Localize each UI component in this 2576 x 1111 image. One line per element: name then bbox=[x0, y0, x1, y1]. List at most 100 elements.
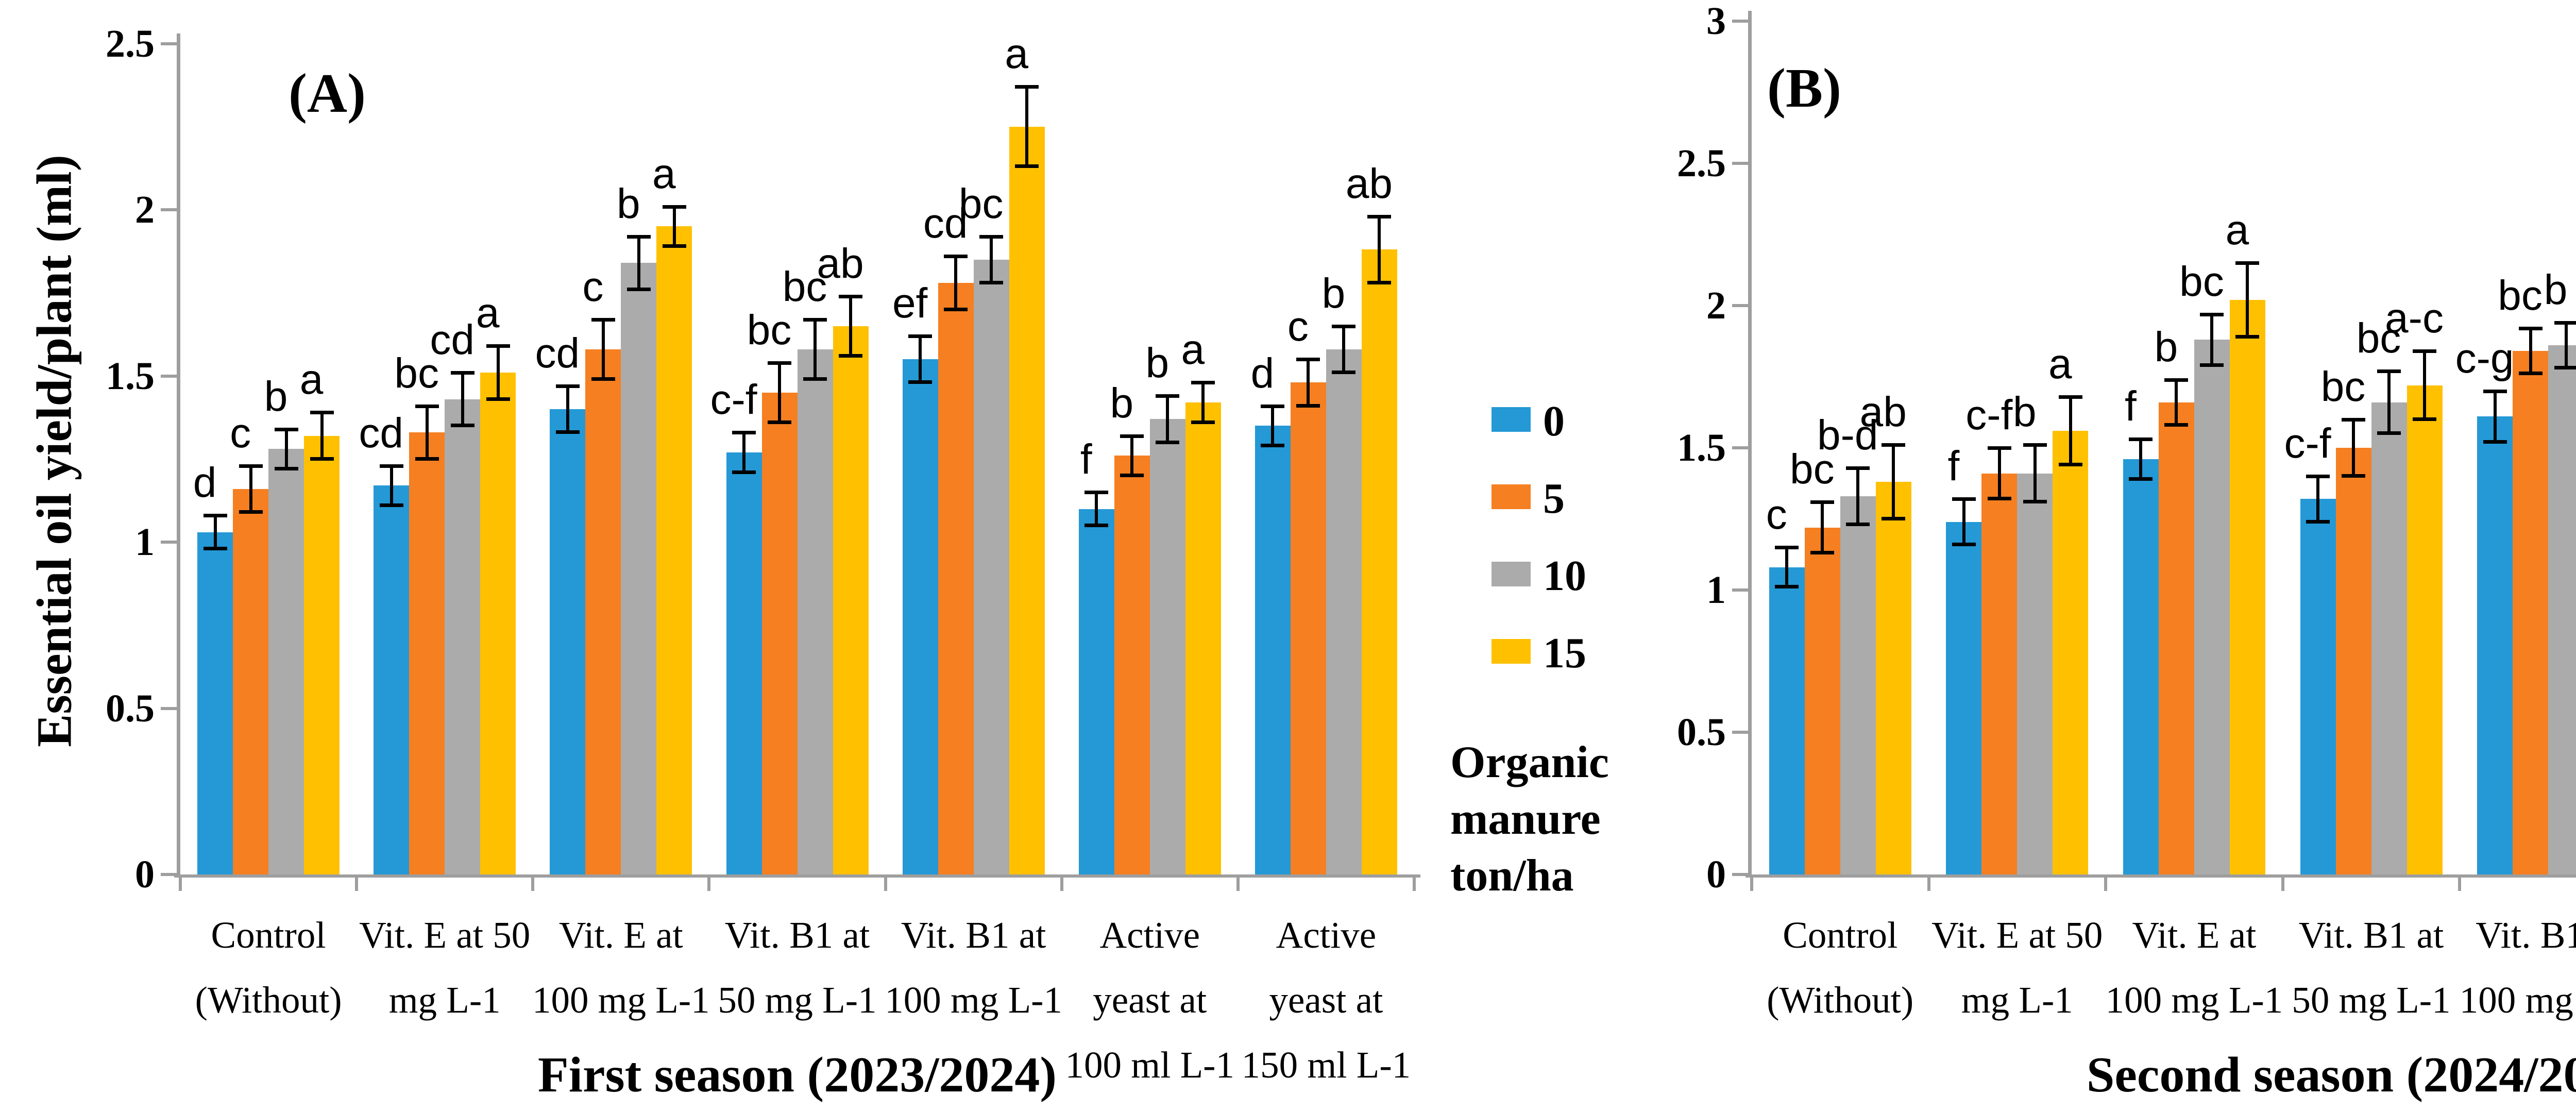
error-bar-cap-top bbox=[1296, 358, 1320, 362]
category-label-line: Vit. E at bbox=[558, 914, 683, 956]
error-bar-line bbox=[1130, 435, 1134, 476]
significance-letter: cd bbox=[535, 329, 580, 377]
bar bbox=[1009, 126, 1045, 874]
error-bar-cap-bottom bbox=[979, 280, 1004, 284]
x-tick bbox=[1413, 874, 1416, 891]
bar bbox=[480, 373, 516, 874]
legend-label: 10 bbox=[1543, 552, 1586, 600]
y-tick-label: 2.5 bbox=[1677, 142, 1726, 185]
error-bar-line bbox=[1095, 492, 1098, 526]
y-tick-label: 1.5 bbox=[1677, 426, 1726, 469]
error-bar-cap-top bbox=[1952, 497, 1976, 501]
error-bar-cap-bottom bbox=[310, 457, 334, 461]
error-bar-cap-bottom bbox=[1156, 440, 1180, 444]
bar bbox=[1185, 402, 1221, 874]
legend-swatch bbox=[1492, 407, 1531, 432]
significance-letter: ab bbox=[1859, 389, 1907, 436]
error-bar-cap-top bbox=[450, 371, 474, 375]
error-bar-cap-bottom bbox=[732, 470, 756, 474]
error-bar-cap-top bbox=[1810, 500, 1835, 504]
category-label-line: mg L-1 bbox=[388, 979, 501, 1021]
error-bar-line bbox=[637, 236, 640, 290]
bar bbox=[656, 226, 692, 874]
legend-swatch bbox=[1492, 484, 1531, 509]
error-bar-cap-top bbox=[2058, 395, 2082, 399]
error-bar-cap-bottom bbox=[1120, 474, 1144, 477]
x-tick bbox=[1927, 874, 1930, 891]
error-bar-cap-top bbox=[979, 234, 1004, 239]
category-label-line: 150 ml L-1 bbox=[1241, 1044, 1411, 1086]
error-bar-cap-top bbox=[2554, 321, 2576, 325]
y-tick-label: 1 bbox=[135, 520, 155, 564]
significance-letter: cd bbox=[923, 200, 968, 247]
error-bar-cap-top bbox=[2342, 417, 2365, 422]
error-bar-cap-bottom bbox=[1332, 371, 1356, 375]
error-bar-cap-bottom bbox=[1882, 517, 1906, 520]
legend-label: 5 bbox=[1543, 475, 1565, 523]
error-bar-line bbox=[425, 406, 429, 459]
bar bbox=[268, 449, 304, 874]
error-bar-cap-top bbox=[1987, 446, 2011, 450]
significance-letter: c-f bbox=[710, 376, 757, 424]
x-tick bbox=[1060, 874, 1063, 891]
y-tick bbox=[1732, 304, 1748, 307]
error-bar-cap-bottom bbox=[2377, 431, 2401, 435]
error-bar-cap-top bbox=[2377, 369, 2401, 373]
category-label-line: Control bbox=[1783, 914, 1898, 956]
error-bar-cap-bottom bbox=[1987, 497, 2011, 501]
error-bar-cap-top bbox=[2129, 437, 2153, 442]
error-bar-line bbox=[814, 319, 817, 379]
bar bbox=[304, 435, 340, 874]
error-bar-cap-bottom bbox=[274, 467, 298, 471]
significance-letter: bc bbox=[747, 306, 792, 354]
y-tick bbox=[1732, 162, 1748, 165]
y-tick bbox=[1732, 588, 1748, 592]
bar bbox=[2513, 351, 2549, 874]
significance-letter: b bbox=[2544, 266, 2568, 314]
error-bar-cap-top bbox=[274, 427, 298, 431]
significance-letter: bc bbox=[2320, 363, 2366, 410]
legend-title-line: Organic bbox=[1450, 737, 1609, 787]
error-bar-line bbox=[1821, 501, 1824, 553]
error-bar-cap-bottom bbox=[803, 377, 827, 381]
significance-letter: b-d bbox=[1817, 411, 1878, 459]
significance-letter: a bbox=[476, 290, 500, 337]
legend-title-line: ton/ha bbox=[1450, 851, 1574, 901]
bar bbox=[973, 259, 1009, 874]
bar bbox=[2477, 416, 2513, 874]
category-label-line: (Without) bbox=[195, 979, 342, 1021]
y-tick bbox=[161, 706, 177, 710]
category-label-line: mg L-1 bbox=[1961, 979, 2073, 1021]
error-bar-line bbox=[601, 319, 605, 379]
error-bar-cap-bottom bbox=[1084, 523, 1109, 527]
legend-title: Organic manure ton/ha bbox=[1450, 734, 1609, 904]
error-bar-line bbox=[2387, 371, 2391, 434]
bar bbox=[2194, 340, 2230, 874]
error-bar-line bbox=[249, 465, 252, 512]
error-bar-line bbox=[389, 465, 393, 506]
significance-letter: ab bbox=[817, 240, 864, 287]
y-tick-label: 1.5 bbox=[106, 354, 155, 398]
significance-letter: a bbox=[652, 150, 676, 197]
significance-letter: a bbox=[2225, 207, 2249, 254]
error-bar-line bbox=[320, 412, 324, 459]
error-bar-cap-top bbox=[555, 384, 580, 388]
error-bar-cap-bottom bbox=[2058, 463, 2082, 467]
significance-letter: bc bbox=[958, 180, 1004, 227]
error-bar-cap-bottom bbox=[1191, 420, 1215, 424]
bar bbox=[761, 392, 798, 874]
category-label-line: Vit. E at 50 bbox=[1931, 914, 2103, 956]
error-bar-line bbox=[990, 236, 993, 283]
error-bar-cap-top bbox=[1015, 85, 1039, 89]
error-bar-cap-bottom bbox=[450, 424, 474, 428]
error-bar-line bbox=[1785, 547, 1789, 587]
bar bbox=[1290, 382, 1326, 874]
significance-letter: cd bbox=[430, 316, 474, 364]
error-bar-cap-top bbox=[239, 464, 263, 468]
significance-letter: b bbox=[1145, 340, 1170, 387]
error-bar-line bbox=[1307, 359, 1310, 406]
significance-letter: b bbox=[1321, 270, 1346, 317]
error-bar-line bbox=[2175, 379, 2178, 425]
bar bbox=[1361, 249, 1397, 874]
error-bar-cap-bottom bbox=[908, 380, 933, 384]
